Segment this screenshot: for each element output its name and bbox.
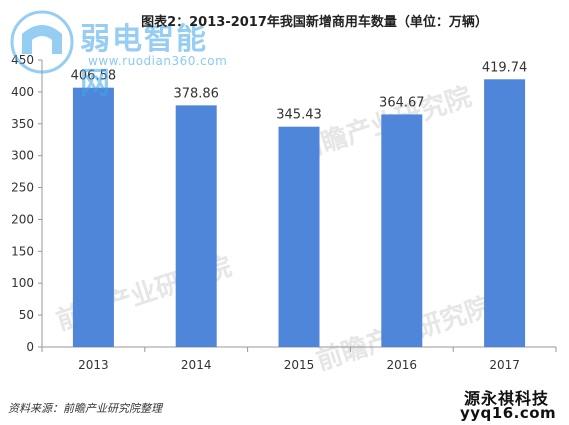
bar-2015 (278, 126, 320, 348)
value-label-2016: 364.67 (379, 95, 425, 110)
site-stamp: 源永祺科技 yyq16.com (440, 385, 566, 422)
y-tick-label: 150 (11, 244, 34, 258)
y-tick-label: 400 (11, 85, 34, 99)
chart-title: 图表2：2013-2017年我国新增商用车数量（单位：万辆） (141, 15, 488, 30)
value-label-2015: 345.43 (276, 108, 322, 123)
brand-watermark: 弱电智能网 www.ruodian360.com (8, 6, 228, 101)
y-tick-label: 300 (11, 149, 34, 163)
source-note: 资料来源：前瞻产业研究院整理 (8, 402, 162, 415)
labels-layer: 406.58 2013 378.86 2014 345.43 2015 364.67 2016… (71, 60, 528, 372)
watermark-layer: 前瞻产业研究院 前瞻产业研究院 前瞻产业研究院 (53, 81, 496, 377)
bars-layer (72, 79, 526, 348)
x-tick-label-2017: 2017 (489, 358, 520, 372)
bar-2017 (484, 79, 526, 347)
value-label-2014: 378.86 (173, 86, 219, 101)
y-tick-label: 50 (19, 308, 34, 322)
brand-logo-icon (10, 10, 74, 74)
x-tick-label-2016: 2016 (387, 358, 418, 372)
y-tick-label: 100 (11, 276, 34, 290)
brand-url: www.ruodian360.com (88, 54, 228, 68)
stamp-line2: yyq16.com (460, 404, 557, 422)
y-tick-label: 200 (11, 212, 34, 226)
x-tick-label-2014: 2014 (181, 358, 212, 372)
y-tick-label: 0 (26, 340, 34, 354)
x-tick-label-2015: 2015 (284, 358, 315, 372)
value-label-2017: 419.74 (482, 60, 528, 75)
x-tick-label-2013: 2013 (78, 358, 109, 372)
bar-2016 (381, 114, 423, 348)
y-tick-label: 250 (11, 181, 34, 195)
brand-name: 弱电智能网 (80, 22, 208, 101)
bar-2014 (175, 105, 217, 347)
bar-2013 (72, 87, 114, 347)
y-tick-label: 350 (11, 117, 34, 131)
value-label-2013: 406.58 (71, 69, 117, 84)
stamp-line1: 源永祺科技 (464, 389, 550, 408)
